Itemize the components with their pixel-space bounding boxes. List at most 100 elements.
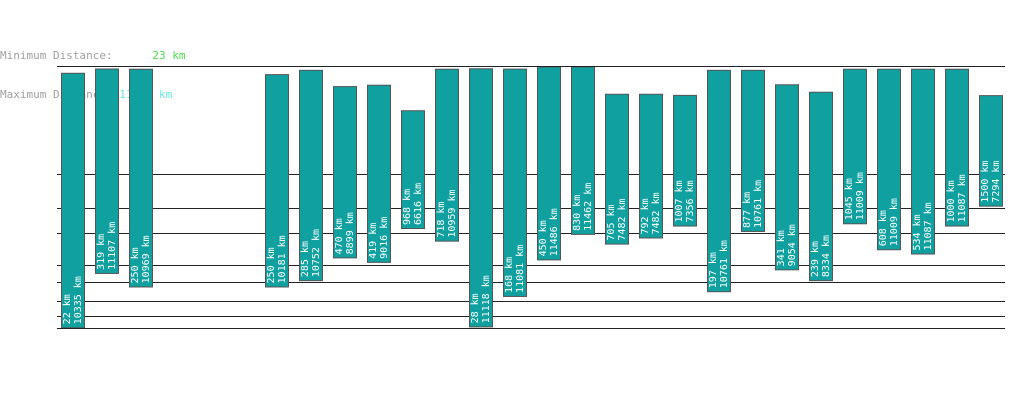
distance-bar-group: 250 km 10181 km <box>265 74 289 288</box>
bar-min-label: 250 km <box>266 247 277 283</box>
bar-min-label: 341 km <box>776 230 787 266</box>
bar-max-label: 10969 km <box>141 235 152 283</box>
bar-max-label: 10761 km <box>719 240 730 288</box>
bar-min-label: 1500 km <box>980 161 991 203</box>
bar-min-label: 419 km <box>368 223 379 259</box>
distance-bar <box>911 68 935 255</box>
bar-min-label: 319 km <box>96 234 107 270</box>
bar-max-label: 10181 km <box>277 235 288 283</box>
distance-bar-group: 1007 km 7356 km <box>673 94 697 227</box>
bar-min-label: 830 km <box>572 195 583 231</box>
distance-bar-group: 877 km 10761 km <box>741 69 765 232</box>
bar-min-label: 877 km <box>742 192 753 228</box>
distance-bar-group: 968 km 6616 km <box>401 110 425 230</box>
distance-bar-group: 319 km 11107 km <box>95 68 119 274</box>
bar-min-label: 28 km <box>470 293 481 323</box>
distance-bar-group: 250 km 10969 km <box>129 68 153 288</box>
bar-min-label: 1045 km <box>844 178 855 220</box>
distance-bar-group: 168 km 11081 km <box>503 68 527 297</box>
distance-bar-group: 608 km 11009 km <box>877 68 901 251</box>
distance-bar <box>877 68 901 251</box>
bar-max-label: 7294 km <box>991 161 1002 203</box>
distance-bar <box>333 86 357 259</box>
bar-max-label: 11087 km <box>923 202 934 250</box>
distance-bar-group: 1000 km 11087 km <box>945 68 969 227</box>
bar-max-label: 10752 km <box>311 229 322 277</box>
distance-bar <box>945 68 969 227</box>
bar-min-label: 705 km <box>606 204 617 240</box>
bar-min-label: 168 km <box>504 257 515 293</box>
distance-bar-group: 285 km 10752 km <box>299 69 323 282</box>
distance-bar <box>605 93 629 245</box>
bar-min-label: 285 km <box>300 241 311 277</box>
distance-bar <box>95 68 119 274</box>
distance-bar <box>299 69 323 282</box>
bar-max-label: 11118 km <box>481 275 492 323</box>
distance-bar <box>503 68 527 297</box>
distance-bar-group: 718 km 10959 km <box>435 68 459 242</box>
bar-min-label: 22 km <box>62 294 73 324</box>
min-distance-value: 23 km <box>152 49 186 62</box>
bar-min-label: 1000 km <box>946 180 957 222</box>
distance-bar-group: 792 km 7482 km <box>639 93 663 239</box>
bar-max-label: 6616 km <box>413 183 424 225</box>
bar-min-label: 608 km <box>878 210 889 246</box>
distance-bar-group: 239 km 8334 km <box>809 91 833 282</box>
bar-min-label: 1007 km <box>674 180 685 222</box>
distance-bar <box>673 94 697 227</box>
bar-max-label: 11462 km <box>583 183 594 231</box>
bar-max-label: 7356 km <box>685 180 696 222</box>
bar-max-label: 11107 km <box>107 222 118 270</box>
bar-min-label: 197 km <box>708 252 719 288</box>
distance-bar <box>741 69 765 232</box>
distance-bar <box>61 72 85 329</box>
distance-bar-group: 705 km 7482 km <box>605 93 629 245</box>
bar-min-label: 718 km <box>436 202 447 238</box>
min-distance-row: Minimum Distance: 23 km <box>0 49 185 62</box>
bar-max-label: 8334 km <box>821 235 832 277</box>
distance-bar <box>129 68 153 288</box>
bar-max-label: 10761 km <box>753 180 764 228</box>
distance-bar <box>843 68 867 225</box>
bar-max-label: 10959 km <box>447 189 458 237</box>
bar-min-label: 968 km <box>402 189 413 225</box>
distance-bar-group: 28 km 11118 km <box>469 68 493 328</box>
distance-bar <box>469 68 493 328</box>
distance-bar-group: 1045 km 11009 km <box>843 68 867 225</box>
bar-min-label: 250 km <box>130 247 141 283</box>
bar-max-label: 11081 km <box>515 245 526 293</box>
bar-min-label: 534 km <box>912 214 923 250</box>
bar-max-label: 9016 km <box>379 217 390 259</box>
bar-max-label: 11009 km <box>855 172 866 220</box>
distance-bar <box>775 84 799 271</box>
distance-bar <box>809 91 833 282</box>
bar-min-label: 470 km <box>334 218 345 254</box>
distance-bar-group: 534 km 11087 km <box>911 68 935 255</box>
bar-max-label: 7482 km <box>617 198 628 240</box>
bar-max-label: 11009 km <box>889 198 900 246</box>
bar-max-label: 11486 km <box>549 208 560 256</box>
bar-max-label: 10335 km <box>73 276 84 324</box>
bar-min-label: 792 km <box>640 198 651 234</box>
distance-bar-group: 1500 km 7294 km <box>979 95 1003 207</box>
distance-bar-group: 341 km 9054 km <box>775 84 799 271</box>
bar-max-label: 7482 km <box>651 192 662 234</box>
min-distance-label: Minimum Distance: <box>0 49 113 62</box>
bar-max-label: 8899 km <box>345 212 356 254</box>
distance-bar <box>265 74 289 288</box>
bar-min-label: 239 km <box>810 241 821 277</box>
distance-bar-group: 419 km 9016 km <box>367 84 391 263</box>
distance-bar-group: 22 km 10335 km <box>61 72 85 329</box>
bar-max-label: 9054 km <box>787 224 798 266</box>
distance-bar <box>435 68 459 242</box>
distance-bar-group: 450 km 11486 km <box>537 66 561 261</box>
bar-max-label: 11087 km <box>957 174 968 222</box>
distance-bar <box>639 93 663 239</box>
distance-bar-group: 197 km 10761 km <box>707 69 731 293</box>
bar-min-label: 450 km <box>538 220 549 256</box>
distance-bar <box>707 69 731 293</box>
distance-bar <box>367 84 391 263</box>
distance-bar-group: 830 km 11462 km <box>571 66 595 235</box>
distance-bar <box>401 110 425 230</box>
